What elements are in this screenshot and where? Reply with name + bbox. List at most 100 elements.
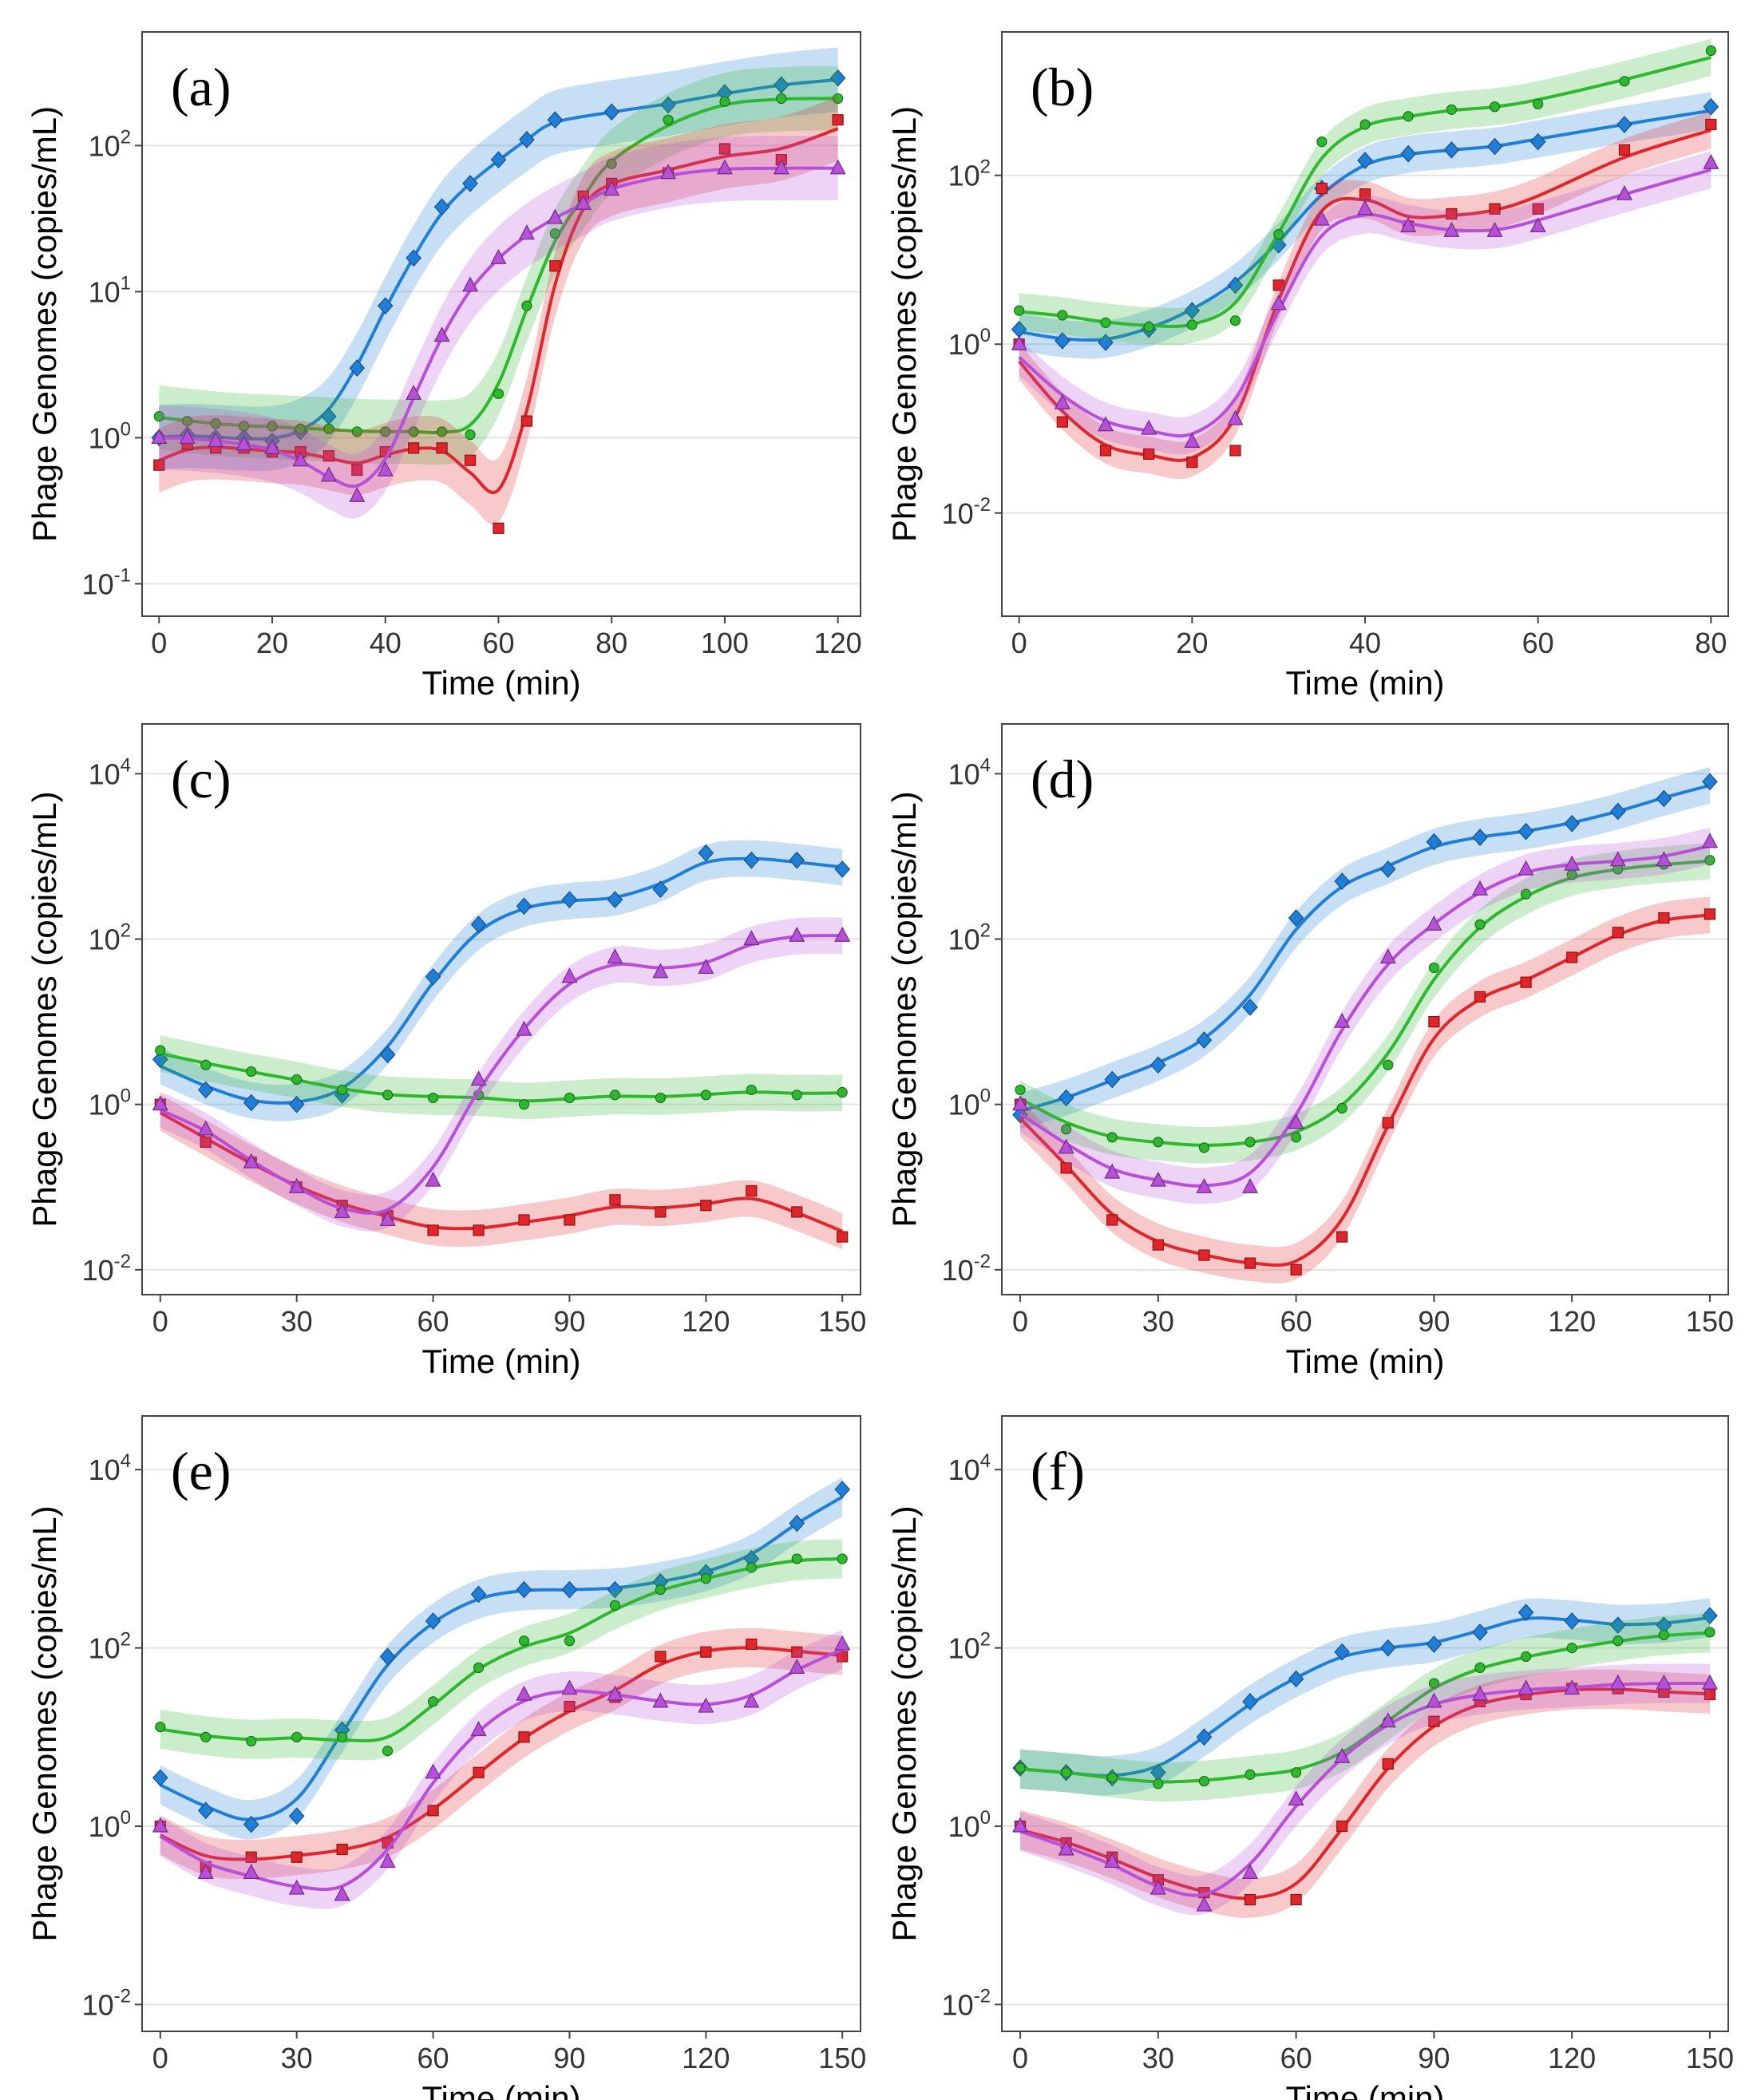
y-tick-label: 100 bbox=[948, 1807, 991, 1843]
data-point-blue bbox=[1443, 140, 1460, 159]
data-point-green bbox=[1014, 305, 1025, 316]
data-point-blue bbox=[1702, 773, 1718, 791]
x-tick-label: 0 bbox=[151, 627, 167, 659]
data-point-purple bbox=[516, 1020, 532, 1036]
data-point-purple bbox=[425, 1763, 441, 1779]
x-tick-label: 120 bbox=[682, 2042, 730, 2074]
data-point-red bbox=[1474, 991, 1486, 1003]
y-tick-label: 100 bbox=[89, 1086, 131, 1121]
data-point-purple bbox=[320, 466, 337, 482]
x-tick-label: 120 bbox=[682, 1305, 730, 1338]
data-point-green bbox=[1446, 104, 1457, 115]
data-point-blue bbox=[789, 1514, 805, 1532]
data-point-red bbox=[832, 114, 844, 126]
data-point-purple bbox=[1471, 1685, 1488, 1701]
data-point-red bbox=[791, 1646, 803, 1658]
data-point-green bbox=[1061, 1767, 1072, 1778]
y-tick-label: 104 bbox=[89, 1450, 131, 1486]
data-point-red bbox=[1099, 445, 1112, 457]
data-point-green bbox=[837, 1086, 848, 1098]
data-point-purple bbox=[1486, 221, 1503, 237]
data-point-blue bbox=[652, 880, 669, 899]
data-point-red bbox=[1446, 208, 1458, 220]
data-point-green bbox=[1245, 1769, 1256, 1780]
data-point-green bbox=[436, 426, 448, 437]
data-point-purple bbox=[1703, 153, 1719, 169]
series-line-purple bbox=[1019, 1681, 1711, 1897]
data-point-blue bbox=[1426, 1635, 1442, 1653]
data-point-green bbox=[746, 1562, 757, 1573]
data-point-purple bbox=[1313, 210, 1330, 226]
panel-b: 0 20 40 60 80 10-2 100 102 Time (min) Phage Genom… bbox=[885, 31, 1729, 702]
data-point-red bbox=[1336, 1231, 1348, 1243]
data-point-green bbox=[564, 1635, 576, 1647]
data-point-blue bbox=[1609, 1616, 1626, 1635]
plot-frame bbox=[141, 31, 861, 617]
data-point-blue bbox=[433, 198, 450, 216]
data-point-green bbox=[200, 1731, 212, 1742]
data-point-blue bbox=[243, 1094, 259, 1112]
data-point-blue bbox=[1242, 1692, 1258, 1710]
y-tick-label: 10-2 bbox=[942, 1985, 991, 2021]
series-ci-band-green bbox=[1020, 1613, 1710, 1802]
data-point-blue bbox=[1196, 1728, 1213, 1746]
x-tick-label: 90 bbox=[1418, 1305, 1450, 1338]
data-point-blue bbox=[349, 359, 366, 377]
data-point-red bbox=[473, 1224, 485, 1236]
data-point-purple bbox=[490, 248, 507, 264]
data-point-blue bbox=[379, 1046, 396, 1064]
data-point-purple bbox=[197, 1120, 214, 1136]
data-point-purple bbox=[743, 1692, 760, 1708]
data-point-purple bbox=[379, 1211, 396, 1227]
data-point-green bbox=[1316, 136, 1328, 148]
data-point-green bbox=[1291, 1767, 1302, 1778]
data-point-red bbox=[1244, 1257, 1256, 1269]
x-tick-label: 150 bbox=[1686, 2042, 1734, 2074]
data-point-purple bbox=[1104, 1163, 1121, 1179]
data-point-green bbox=[549, 227, 560, 239]
data-point-blue bbox=[829, 69, 846, 87]
series-line-red bbox=[1019, 1687, 1711, 1900]
data-point-purple bbox=[1150, 1171, 1166, 1187]
data-point-green bbox=[291, 1731, 303, 1742]
data-point-green bbox=[267, 421, 278, 432]
data-point-blue bbox=[406, 249, 421, 267]
series-ci-band-blue bbox=[1019, 92, 1711, 359]
data-point-blue bbox=[1518, 1604, 1534, 1622]
x-tick-label: 90 bbox=[553, 1305, 585, 1338]
x-tick-label: 30 bbox=[281, 1305, 313, 1338]
data-point-green bbox=[1658, 1629, 1669, 1640]
data-point-blue bbox=[1242, 998, 1258, 1016]
panel-label: (d) bbox=[1031, 749, 1094, 809]
data-point-green bbox=[1186, 319, 1197, 330]
series-ci-band-blue bbox=[159, 47, 838, 472]
panel-label: (b) bbox=[1031, 57, 1094, 117]
series-ci-band-purple bbox=[1019, 151, 1711, 455]
data-point-red bbox=[1532, 203, 1544, 215]
data-point-purple bbox=[575, 194, 592, 210]
data-point-purple bbox=[1104, 1853, 1121, 1869]
data-point-purple bbox=[462, 276, 479, 292]
x-tick-label: 150 bbox=[818, 1305, 866, 1338]
data-point-purple bbox=[789, 926, 805, 942]
plot-frame bbox=[1001, 723, 1729, 1295]
data-point-purple bbox=[152, 1095, 168, 1111]
x-tick-label: 60 bbox=[1522, 627, 1554, 659]
data-point-purple bbox=[1227, 409, 1244, 425]
data-point-red bbox=[1272, 279, 1284, 291]
data-point-blue bbox=[834, 1481, 851, 1498]
series-line-green bbox=[160, 1556, 843, 1742]
data-point-green bbox=[291, 1074, 303, 1086]
data-point-green bbox=[427, 1092, 439, 1104]
data-point-red bbox=[1316, 182, 1328, 195]
data-point-purple bbox=[698, 1697, 714, 1713]
data-point-blue bbox=[698, 844, 714, 862]
data-point-red bbox=[518, 1214, 530, 1226]
data-point-red bbox=[1186, 456, 1198, 469]
data-point-purple bbox=[1564, 855, 1581, 871]
data-point-purple bbox=[698, 959, 714, 975]
data-point-green bbox=[153, 411, 164, 422]
data-point-green bbox=[337, 1731, 348, 1742]
data-point-blue bbox=[1184, 302, 1201, 320]
data-point-green bbox=[1015, 1084, 1026, 1096]
